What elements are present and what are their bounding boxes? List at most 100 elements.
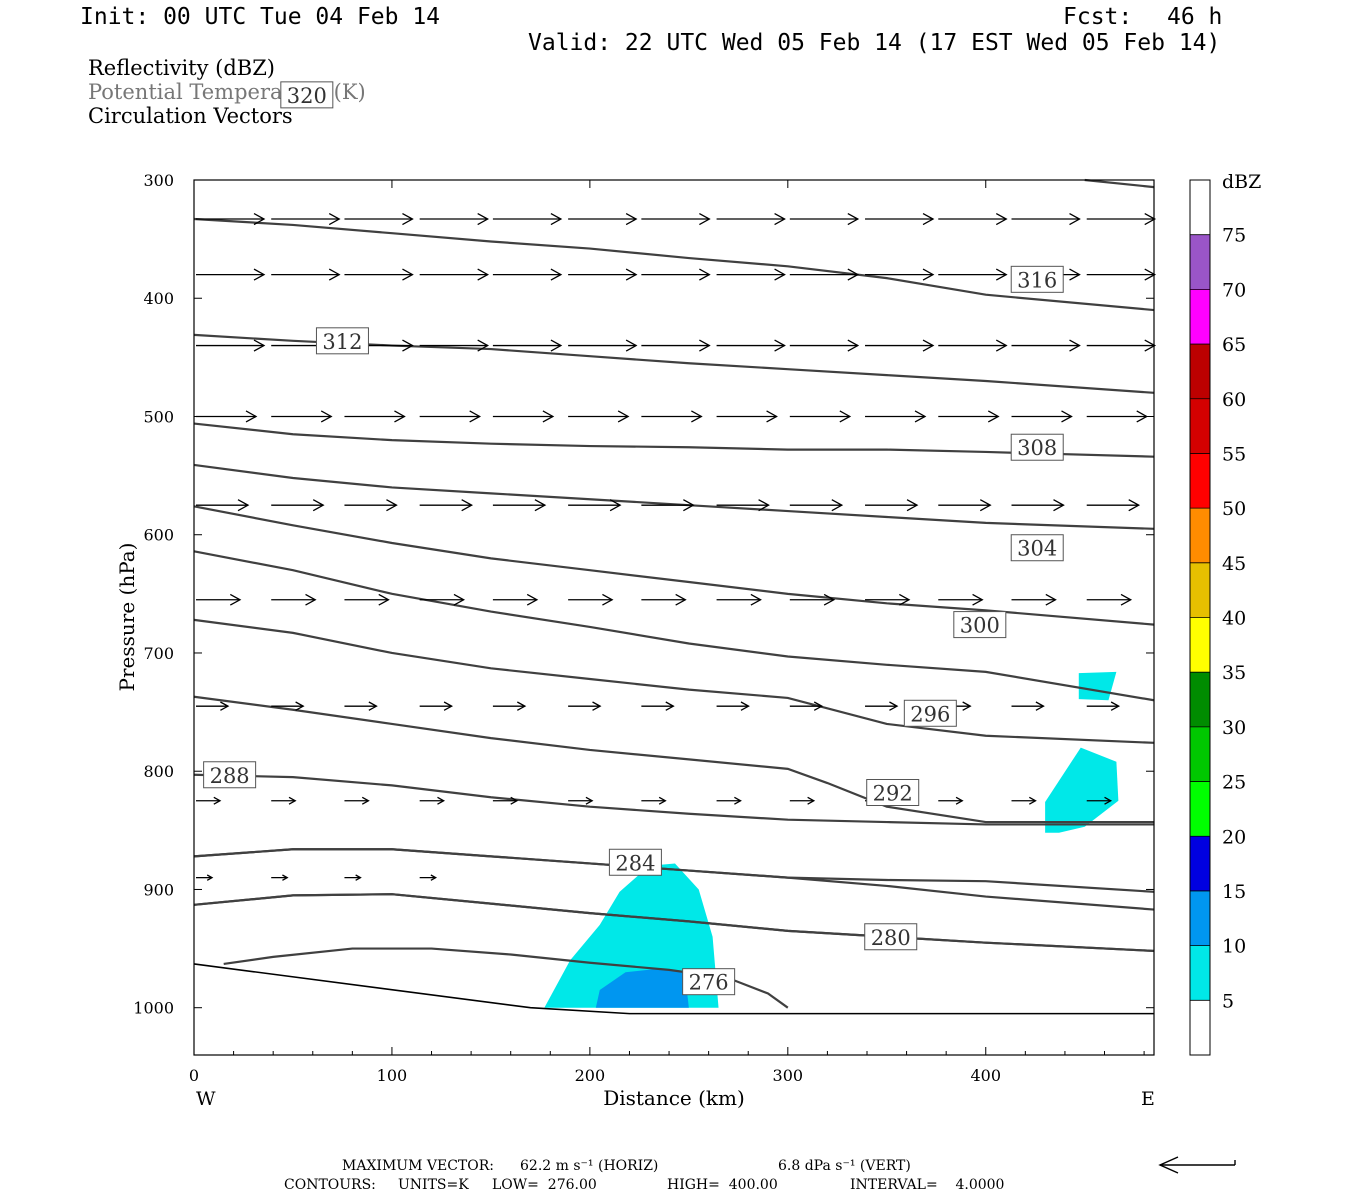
circulation-vector bbox=[271, 874, 289, 881]
vector-head bbox=[831, 499, 844, 512]
colorbar-level-label: 60 bbox=[1222, 389, 1246, 411]
reflectivity-layer bbox=[544, 671, 1119, 1008]
colorbar-level-label: 30 bbox=[1222, 717, 1246, 739]
vector-head bbox=[534, 499, 547, 512]
contour-label-288: 288 bbox=[203, 761, 257, 789]
vector-head bbox=[625, 212, 638, 226]
contours-label: CONTOURS: bbox=[284, 1177, 376, 1193]
contour-label-text: 280 bbox=[871, 926, 911, 950]
vector-head bbox=[823, 593, 836, 606]
circulation-vector bbox=[641, 499, 695, 512]
circulation-vector bbox=[641, 593, 687, 606]
vector-head bbox=[995, 212, 1008, 226]
colorbar-segment-75 bbox=[1190, 180, 1210, 235]
circulation-vector bbox=[492, 701, 527, 711]
circulation-vector bbox=[1086, 796, 1113, 805]
circulation-vector bbox=[419, 593, 466, 606]
vector-head bbox=[453, 593, 466, 606]
circulation-vector bbox=[196, 339, 266, 352]
colorbar-unit-label: dBZ bbox=[1222, 171, 1261, 193]
vector-head bbox=[320, 410, 333, 423]
vector-head bbox=[282, 874, 289, 881]
circulation-vector bbox=[1086, 499, 1141, 512]
contours-high: HIGH= 400.00 bbox=[667, 1177, 778, 1193]
vector-head bbox=[962, 701, 972, 711]
circulation-vector bbox=[865, 268, 935, 281]
circulation-vector bbox=[568, 593, 614, 606]
colorbar-frame bbox=[1189, 179, 1211, 1056]
contour-label-284: 284 bbox=[608, 848, 662, 876]
y-tick-label: 400 bbox=[143, 289, 174, 308]
vector-head bbox=[550, 212, 563, 226]
colorbar-level-label: 5 bbox=[1222, 990, 1234, 1012]
circulation-vector bbox=[344, 499, 398, 512]
colorbar-level-label: 25 bbox=[1222, 772, 1246, 794]
vector-head bbox=[1028, 796, 1037, 805]
vector-head bbox=[995, 339, 1008, 352]
vector-head bbox=[774, 339, 786, 352]
contour-label-box bbox=[903, 699, 957, 727]
vector-head bbox=[979, 499, 992, 512]
vector-head bbox=[914, 410, 927, 423]
colorbar-level-label: 75 bbox=[1222, 225, 1246, 247]
vector-head bbox=[253, 212, 266, 226]
max-vector-horiz: 62.2 m s⁻¹ (HORIZ) bbox=[520, 1158, 659, 1174]
circulation-vector bbox=[492, 212, 563, 226]
vector-head bbox=[889, 701, 899, 711]
vector-head bbox=[1110, 701, 1121, 711]
circulation-vector bbox=[419, 874, 438, 881]
circulation-vector bbox=[938, 268, 1008, 281]
vector-head bbox=[206, 874, 214, 881]
vector-head bbox=[625, 339, 638, 352]
circulation-vector bbox=[568, 339, 638, 352]
circulation-vector bbox=[641, 701, 675, 711]
theta-contour-312 bbox=[193, 422, 1155, 458]
y-tick-label: 900 bbox=[143, 880, 174, 899]
contour-label-276: 276 bbox=[682, 968, 736, 996]
circulation-vector bbox=[789, 339, 860, 352]
vector-head bbox=[922, 339, 935, 352]
vector-head bbox=[1061, 410, 1073, 423]
vector-head bbox=[394, 410, 406, 423]
colorbar-segment-60 bbox=[1190, 344, 1210, 399]
contour-label-text: 316 bbox=[1017, 268, 1057, 292]
vector-head bbox=[617, 410, 630, 423]
contour-label-320: 320 bbox=[280, 81, 334, 109]
circulation-vector bbox=[344, 212, 414, 226]
vector-head bbox=[328, 268, 341, 281]
vector-head bbox=[807, 796, 816, 805]
theta-contour-308 bbox=[193, 463, 1155, 530]
colorbar-level-label: 45 bbox=[1222, 553, 1246, 575]
circulation-vector bbox=[865, 499, 919, 512]
vector-head bbox=[1144, 212, 1157, 226]
vector-head bbox=[585, 796, 594, 805]
vector-head bbox=[355, 874, 362, 881]
circulation-vector bbox=[865, 410, 927, 423]
contour-label-text: 276 bbox=[689, 971, 729, 995]
contour-label-box bbox=[682, 968, 736, 996]
vector-head bbox=[402, 212, 414, 226]
colorbar-level-label: 65 bbox=[1222, 334, 1246, 356]
colorbar-level-label: 55 bbox=[1222, 443, 1246, 465]
y-tick-label: 800 bbox=[143, 762, 174, 781]
colorbar-segment-45 bbox=[1190, 508, 1210, 563]
circulation-vector bbox=[865, 212, 935, 226]
vector-head bbox=[550, 339, 563, 352]
circulation-vector bbox=[865, 593, 911, 606]
contour-label-296: 296 bbox=[903, 699, 957, 727]
x-tick-label: 0 bbox=[189, 1066, 199, 1085]
colorbar-segment-50 bbox=[1190, 453, 1210, 509]
vector-head bbox=[542, 410, 555, 423]
theta-contour-276 bbox=[223, 947, 789, 1009]
circulation-vector bbox=[1086, 212, 1157, 226]
circulation-vector bbox=[789, 499, 844, 512]
vector-head bbox=[1144, 268, 1157, 281]
circulation-vector bbox=[271, 410, 333, 423]
circulation-vector bbox=[1011, 212, 1081, 226]
vector-head bbox=[312, 499, 325, 512]
x-left-end-label: W bbox=[196, 1088, 216, 1110]
circulation-vector bbox=[641, 212, 711, 226]
contour-label-316: 316 bbox=[1010, 265, 1064, 293]
vector-head bbox=[213, 796, 222, 805]
circulation-vector bbox=[641, 410, 703, 423]
